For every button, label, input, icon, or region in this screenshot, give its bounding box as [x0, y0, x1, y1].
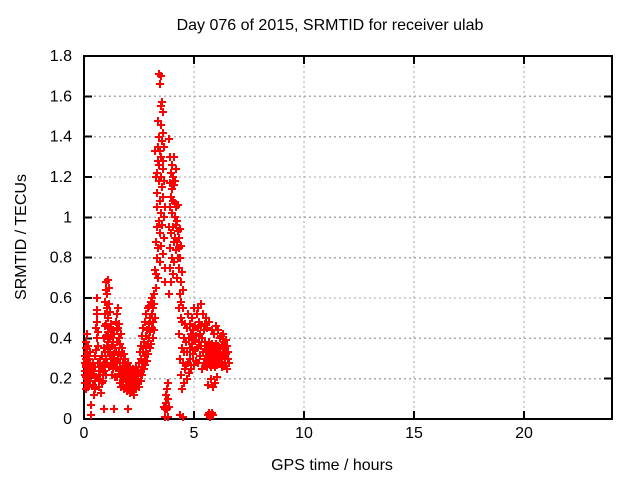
x-axis-label: GPS time / hours	[271, 457, 393, 474]
x-tick-label: 0	[80, 425, 89, 442]
plot-border	[83, 55, 613, 420]
y-tick-label: 0.6	[50, 290, 72, 307]
y-tick-label: 0.2	[50, 371, 72, 388]
axes-and-ticks	[83, 55, 613, 420]
y-tick-label: 1.8	[50, 48, 72, 65]
y-tick-label: 1.6	[50, 88, 72, 105]
data-point-markers	[81, 70, 233, 421]
y-tick-label: 1.2	[50, 169, 72, 186]
y-tick-label: 0.4	[50, 330, 72, 347]
x-tick-label: 15	[405, 425, 423, 442]
y-tick-label: 1	[63, 209, 72, 226]
x-tick-label: 5	[190, 425, 199, 442]
x-tick-label: 10	[295, 425, 313, 442]
y-tick-label: 0.8	[50, 250, 72, 267]
data-points	[81, 70, 233, 421]
tick-marks	[83, 55, 612, 420]
y-tick-label: 1.4	[50, 129, 72, 146]
y-tick-label: 0	[63, 411, 72, 428]
y-axis-label: SRMTID / TECUs	[13, 174, 30, 300]
tick-labels: 0 5 10 15 20 0 0.2 0.4 0.6 0.8 1 1.2 1.4 1.6 1.8	[50, 48, 533, 442]
grid-lines	[84, 56, 612, 419]
x-tick-label: 20	[515, 425, 533, 442]
chart-title: Day 076 of 2015, SRMTID for receiver ula…	[177, 17, 484, 34]
